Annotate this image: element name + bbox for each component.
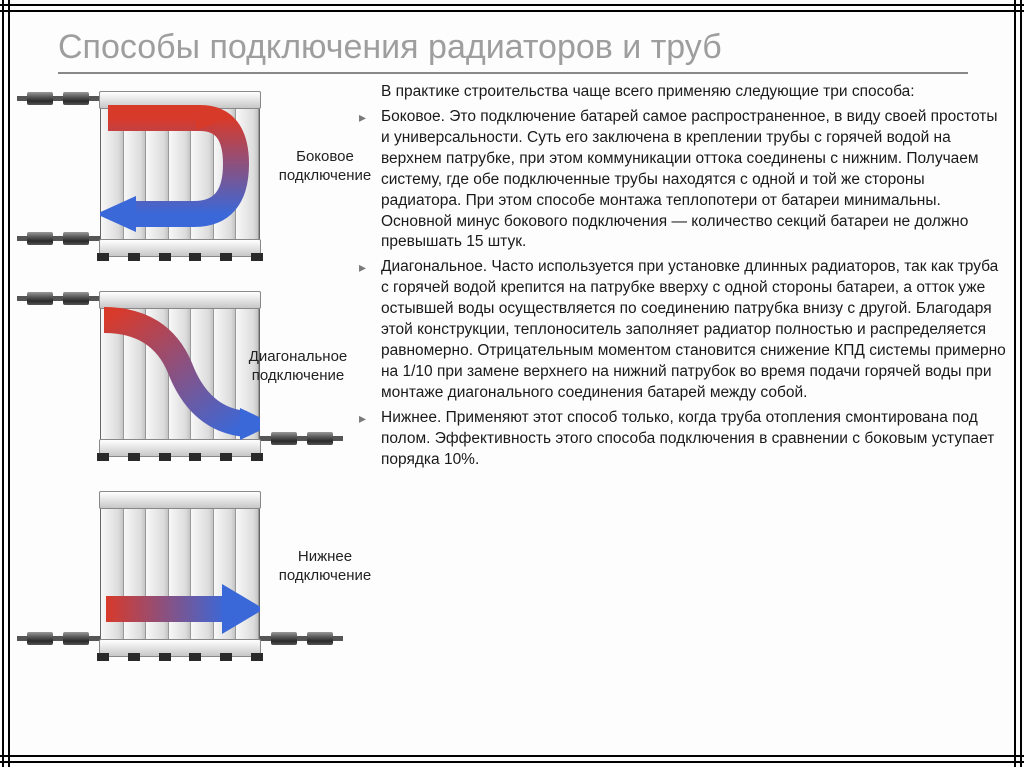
intro-text: В практике строительства чаще всего прим… [381, 82, 1007, 103]
text-column: В практике строительства чаще всего прим… [357, 82, 1007, 475]
bullet-bottom: Нижнее. Применяют этот способ только, ко… [381, 408, 1007, 471]
flow-arrow-bottom [100, 500, 260, 648]
radiator-diagonal: Диагональное подключение [17, 288, 343, 488]
bullet-diagonal: Диагональное. Часто используется при уст… [381, 257, 1007, 403]
flow-arrow-side [100, 100, 260, 248]
page-title: Способы подключения радиаторов и труб [58, 28, 722, 67]
radiator-side: Боковое подключение [17, 88, 343, 288]
diagram-column: Боковое подключение Диагональное [17, 88, 343, 688]
title-rule [58, 72, 968, 74]
label-bottom: Нижнее подключение [270, 548, 380, 586]
radiator-bottom: Нижнее подключение [17, 488, 343, 688]
bullet-side: Боковое. Это подключение батарей самое р… [381, 107, 1007, 253]
label-diagonal: Диагональное подключение [233, 348, 363, 386]
